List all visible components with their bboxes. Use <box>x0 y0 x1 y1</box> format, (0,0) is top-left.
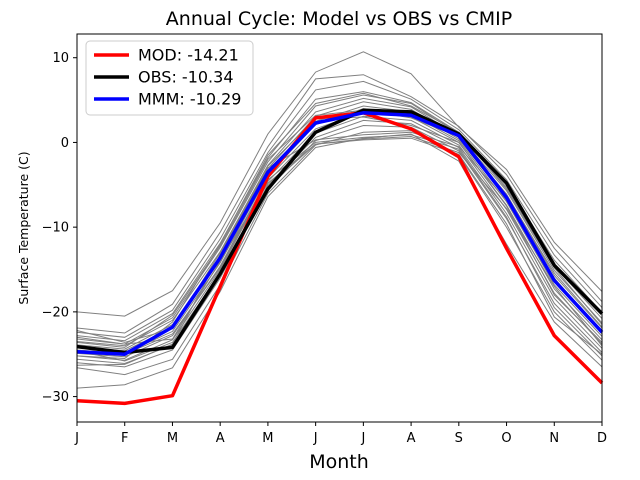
cmip-member-line-2 <box>76 74 603 334</box>
obs-legend-label: OBS: -10.34 <box>138 68 234 87</box>
x-tick-label: J <box>360 431 365 446</box>
x-tick-label: A <box>407 431 416 446</box>
cmip-member-line-16 <box>76 92 603 360</box>
mmm-series-line <box>76 111 604 356</box>
main-series <box>76 108 604 406</box>
cmip-member-line-21 <box>76 137 603 362</box>
mod-series-line <box>76 111 604 406</box>
y-axis-title: Surface Temperature (C) <box>16 151 31 304</box>
x-tick-label: A <box>216 431 225 446</box>
x-tick-label: J <box>74 431 79 446</box>
cmip-member-line-15 <box>76 133 603 389</box>
legend-box <box>85 40 254 116</box>
mod-legend-label: MOD: -14.21 <box>138 46 239 65</box>
x-tick-label: J <box>313 431 318 446</box>
x-axis-title: Month <box>309 451 369 473</box>
x-tick-label: N <box>549 431 559 446</box>
cmip-member-line-3 <box>76 80 603 338</box>
y-tick-label: 0 <box>61 136 69 151</box>
legend: MOD: -14.21 OBS: -10.34 MMM: -10.29 <box>85 40 254 116</box>
x-tick-label: M <box>167 431 178 446</box>
cmip-member-line-11 <box>76 115 603 361</box>
x-tick-label: M <box>262 431 273 446</box>
plot-frame <box>76 33 603 423</box>
obs-series-line <box>76 108 604 355</box>
y-axis-ticks: −30 −20 −10 0 10 <box>42 51 77 405</box>
cmip-member-line-14 <box>76 130 603 376</box>
x-tick-label: S <box>455 431 463 446</box>
cmip-member-line-6 <box>76 97 603 347</box>
y-tick-label: 10 <box>52 51 69 66</box>
y-tick-label: −30 <box>42 390 69 405</box>
x-tick-label: D <box>597 431 607 446</box>
cmip-member-line-17 <box>76 134 603 357</box>
y-tick-label: −10 <box>42 221 69 236</box>
cmip-member-line-1 <box>76 51 603 317</box>
plot-area <box>76 51 604 406</box>
x-tick-label: O <box>501 431 511 446</box>
y-tick-label: −20 <box>42 305 69 320</box>
x-tick-label: F <box>121 431 128 446</box>
chart-title: Annual Cycle: Model vs OBS vs CMIP <box>166 8 512 30</box>
cmip-member-line-5 <box>76 94 603 345</box>
mmm-legend-label: MMM: -10.29 <box>138 90 241 109</box>
